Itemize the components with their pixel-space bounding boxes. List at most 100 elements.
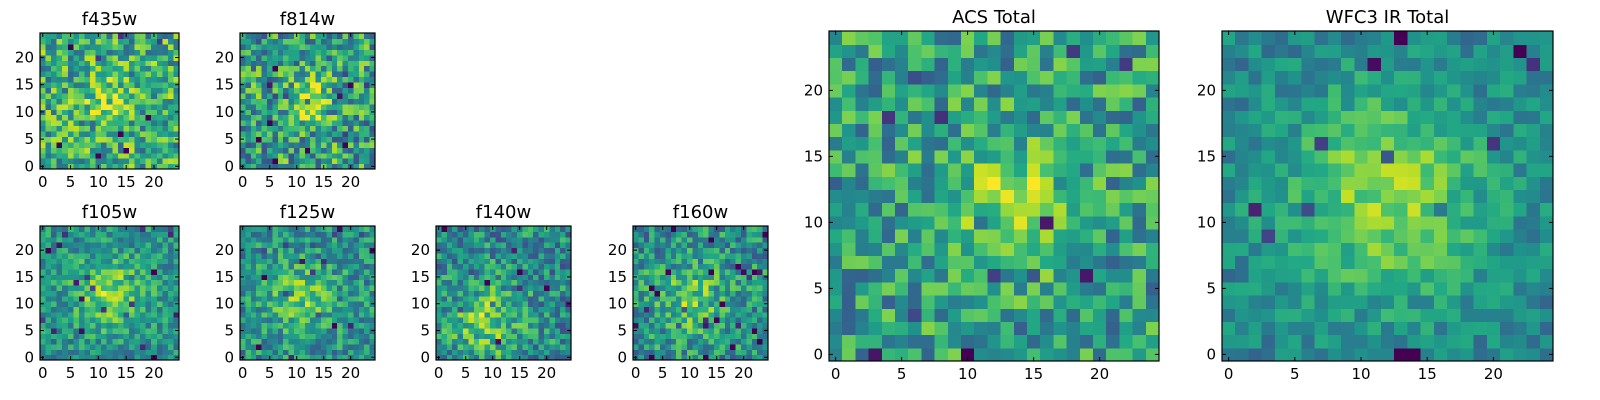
heatmap-cell [240,152,246,159]
heatmap-cell [73,338,80,345]
heatmap-cell [1235,163,1250,177]
heatmap-cell [67,236,74,243]
heatmap-cell [261,136,268,143]
heatmap-cell [495,311,502,318]
heatmap-cell [665,252,672,259]
heatmap-cell [687,236,693,243]
heatmap-cell [947,321,962,336]
heatmap-cell [1354,321,1369,336]
heatmap-cell [90,49,97,56]
heatmap-cell [1093,281,1107,296]
heatmap-cell [78,338,86,345]
heatmap-cell [337,33,344,40]
heatmap-cell [479,263,486,270]
heatmap-cell [40,147,47,154]
x-tick-label: 15 [510,364,529,382]
heatmap-cell [45,92,52,99]
heatmap-cell [533,274,540,281]
heatmap-cell [511,322,518,329]
heatmap-cell [676,247,683,254]
heatmap-cell [1367,281,1382,296]
heatmap-cell [112,274,119,281]
heatmap-cell [56,333,63,340]
heatmap-cell [304,349,311,356]
heatmap-cell [358,279,365,286]
heatmap-cell [145,247,152,254]
heatmap-cell [643,263,650,270]
heatmap-cell [240,290,246,297]
heatmap-cell [633,290,639,297]
heatmap-cell [294,268,300,275]
heatmap-cell [90,136,97,143]
heatmap-cell [757,338,764,345]
heatmap-cell [56,38,63,45]
heatmap-cell [310,125,317,132]
heatmap-cell [267,290,273,297]
heatmap-cell [719,317,726,324]
heatmap-cell [881,70,896,85]
heatmap-cell [522,279,529,286]
heatmap-cell [151,81,158,88]
heatmap-cell [741,343,747,350]
heatmap-cell [62,65,69,72]
heatmap-cell [719,311,726,318]
heatmap-cell [1301,295,1316,309]
heatmap-cell [1486,202,1501,217]
heatmap-cell [479,242,486,249]
heatmap-cell [95,158,102,165]
heatmap-cell [167,87,175,94]
heatmap-cell [829,136,843,151]
heatmap-cell [321,76,327,83]
heatmap-cell [974,176,988,190]
heatmap-cell [348,141,354,148]
heatmap-cell [762,311,769,318]
heatmap-cell [78,60,86,67]
heatmap-cell [358,242,365,249]
heatmap-cell [1500,281,1514,296]
heatmap-cell [495,252,502,259]
heatmap-cell [633,284,639,291]
heatmap-cell [315,33,322,40]
heatmap-cell [84,279,91,286]
heatmap-cell [304,274,311,281]
heatmap-cell [1473,334,1488,349]
heatmap-cell [78,322,86,329]
heatmap-cell [714,279,720,286]
heatmap-cell [321,120,327,127]
heatmap-cell [67,152,74,159]
heatmap-cell [321,71,327,78]
heatmap-cell [633,295,639,302]
heatmap-cell [441,306,448,313]
heatmap-cell [123,349,130,356]
heatmap-cell [741,284,747,291]
heatmap-cell [358,136,365,143]
y-tick-label: 10 [15,103,34,121]
heatmap-cell [277,158,284,165]
heatmap-cell [974,123,988,138]
heatmap-cell [304,125,311,132]
heatmap-cell [649,354,656,361]
heatmap-cell [921,31,936,45]
heatmap-cell [245,60,252,67]
heatmap-cell [703,226,710,232]
heatmap-cell [506,295,513,302]
heatmap-cell [1367,308,1382,322]
heatmap-cell [654,317,661,324]
heatmap-cell [250,263,257,270]
heatmap-cell [633,343,639,350]
heatmap-cell [145,279,152,286]
heatmap-cell [484,306,491,313]
heatmap-cell [1420,163,1435,177]
heatmap-cell [240,268,246,275]
heatmap-cell [321,92,327,99]
heatmap-cell [735,349,742,356]
heatmap-cell [117,295,124,302]
heatmap-cell [1027,295,1041,309]
heatmap-cell [751,349,758,356]
heatmap-cell [117,60,124,67]
heatmap-cell [256,268,263,275]
heatmap-cell [123,76,130,83]
heatmap-cell [1433,334,1448,349]
heatmap-cell [544,311,550,318]
heatmap-cell [299,317,306,324]
